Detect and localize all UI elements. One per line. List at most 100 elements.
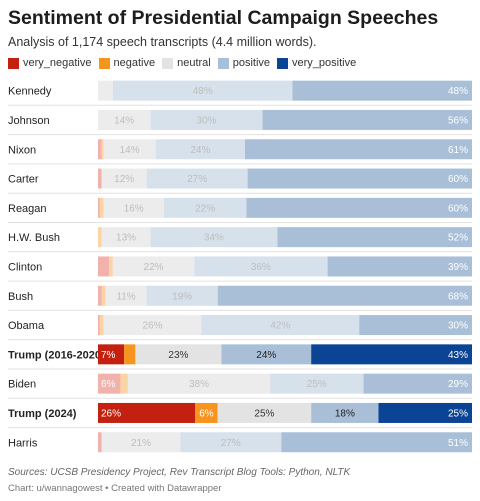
legend-item-neutral: neutral — [162, 57, 211, 69]
data-label: 42% — [270, 321, 290, 332]
data-label: 30% — [196, 115, 216, 126]
bar-segment-positive — [150, 227, 278, 248]
bar-segment-positive — [311, 402, 379, 423]
bar-segment-very-positive — [363, 373, 472, 394]
bar-segment-very-positive — [359, 315, 472, 336]
bar-segment-very-positive — [246, 197, 472, 218]
bar-segment-very-negative — [98, 168, 102, 189]
data-label: 61% — [448, 145, 468, 156]
data-label: 14% — [114, 115, 134, 126]
chart-title: Sentiment of Presidential Campaign Speec… — [8, 7, 439, 29]
bar-segment-very-positive — [262, 109, 472, 130]
source-note: Sources: UCSB Presidency Project, Rev Tr… — [8, 467, 351, 478]
bar-segment-neutral — [103, 139, 156, 160]
legend-label: neutral — [177, 57, 211, 69]
row-label: Clinton — [8, 261, 42, 273]
data-label: 25% — [307, 379, 327, 390]
bar-segment-very-positive — [245, 139, 472, 160]
data-label: 51% — [448, 438, 468, 449]
bar-segment-neutral — [98, 80, 113, 101]
data-label: 56% — [448, 115, 468, 126]
data-label: 24% — [190, 145, 210, 156]
data-label: 25% — [254, 408, 274, 419]
bar-segment-negative — [195, 402, 218, 423]
legend: very_negative negative neutral positive very… — [8, 57, 363, 69]
bar-segment-very-negative — [98, 373, 121, 394]
data-label: 14% — [120, 145, 140, 156]
bar-segment-negative — [120, 373, 128, 394]
bar-segment-neutral — [103, 197, 164, 218]
legend-swatch — [162, 57, 174, 69]
bar-segment-neutral — [101, 168, 147, 189]
bar-segment-very-negative — [98, 344, 125, 365]
bar-segment-negative — [101, 285, 106, 306]
data-label: 13% — [116, 233, 136, 244]
bar-segment-very-positive — [327, 256, 472, 277]
row-label: Kennedy — [8, 86, 52, 98]
data-label: 19% — [172, 291, 192, 302]
data-label: 30% — [448, 321, 468, 332]
bar-segment-very-positive — [311, 344, 472, 365]
data-label: 25% — [448, 408, 468, 419]
bar-segment-neutral — [135, 344, 222, 365]
data-label: 6% — [199, 408, 214, 419]
row-label: Johnson — [8, 115, 50, 127]
data-label: 12% — [114, 174, 134, 185]
bar-segment-neutral — [105, 285, 147, 306]
bar-segment-very-positive — [217, 285, 472, 306]
bar-segment-neutral — [101, 227, 151, 248]
bar-segment-positive — [201, 315, 360, 336]
legend-swatch — [277, 57, 289, 69]
bar-segment-positive — [221, 344, 312, 365]
bar-segment-positive — [270, 373, 364, 394]
bar-segment-very-negative — [98, 285, 102, 306]
data-label: 18% — [335, 408, 355, 419]
data-label: 52% — [448, 233, 468, 244]
data-label: 26% — [101, 408, 121, 419]
data-label: 38% — [189, 379, 209, 390]
data-label: 36% — [251, 262, 271, 273]
bar-segment-positive — [180, 432, 282, 453]
bar-segment-very-negative — [98, 432, 102, 453]
bar-segment-very-negative — [98, 197, 100, 218]
credit-note: Chart: u/wannagowest • Created with Data… — [8, 483, 222, 494]
row-label: Reagan — [8, 203, 47, 215]
bar-segment-negative — [98, 227, 102, 248]
row-label: Carter — [8, 174, 39, 186]
bar-segment-very-positive — [292, 80, 472, 101]
bar-segment-neutral — [112, 256, 195, 277]
data-label: 21% — [131, 438, 151, 449]
data-label: 22% — [195, 203, 215, 214]
bar-segment-neutral — [101, 432, 181, 453]
data-label: 16% — [124, 203, 144, 214]
legend-swatch — [217, 57, 229, 69]
legend-item-negative: negative — [98, 57, 156, 69]
bar-segment-very-positive — [281, 432, 472, 453]
chart-subtitle: Analysis of 1,174 speech transcripts (4.… — [8, 35, 317, 49]
data-label: 7% — [101, 350, 116, 361]
row-label: Nixon — [8, 144, 36, 156]
bar-segment-very-negative — [98, 315, 100, 336]
bar-segment-very-negative — [98, 256, 110, 277]
data-label: 23% — [168, 350, 188, 361]
data-label: 6% — [101, 379, 116, 390]
data-label: 27% — [187, 174, 207, 185]
data-label: 29% — [448, 379, 468, 390]
bar-segment-very-negative — [98, 402, 196, 423]
data-label: 24% — [256, 350, 276, 361]
bar-segment-negative — [124, 344, 136, 365]
data-label: 43% — [448, 350, 468, 361]
bar-segment-negative — [99, 197, 104, 218]
legend-swatch — [98, 57, 110, 69]
row-label: Trump (2024) — [8, 408, 77, 420]
row-label: Trump (2016-2020) — [8, 349, 105, 361]
data-label: 27% — [221, 438, 241, 449]
bar-segment-very-positive — [378, 402, 472, 423]
data-label: 11% — [116, 291, 135, 302]
data-label: 34% — [204, 233, 224, 244]
legend-label: negative — [113, 57, 156, 69]
bar-segment-neutral — [98, 109, 151, 130]
data-label: 48% — [193, 86, 213, 97]
bar-segment-neutral — [217, 402, 312, 423]
